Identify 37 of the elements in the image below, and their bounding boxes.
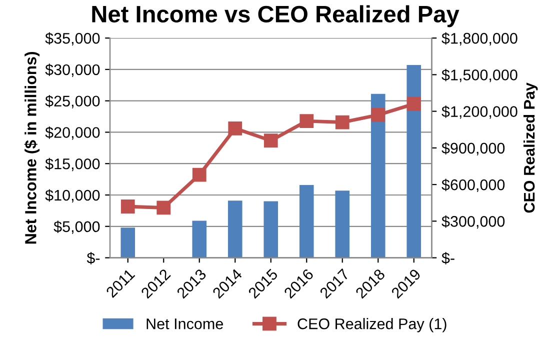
- y2-tick-label: $300,000: [442, 215, 505, 229]
- y2-axis-title: CEO Realized Pay: [523, 82, 538, 213]
- point: [228, 121, 242, 136]
- y-tick-label: $5,000: [54, 220, 100, 234]
- bar: [406, 65, 422, 258]
- y2-tick-label: $-: [442, 252, 454, 264]
- point: [300, 114, 314, 128]
- point: [120, 200, 135, 214]
- point: [156, 200, 171, 215]
- bar: [120, 228, 136, 258]
- legend-label: CEO Realized Pay (1): [298, 318, 446, 332]
- legend-label: Net Income: [146, 318, 223, 330]
- y2-tick-label: $1,800,000: [442, 32, 518, 46]
- y-tick-label: $15,000: [45, 158, 100, 172]
- point: [264, 134, 278, 148]
- bar: [192, 220, 207, 258]
- point: [192, 168, 206, 182]
- bar: [299, 184, 314, 258]
- y-tick-label: $20,000: [45, 126, 100, 140]
- y-tick-label: $-: [86, 252, 100, 264]
- y2-tick-label: $1,200,000: [442, 106, 518, 119]
- bar: [264, 201, 278, 258]
- y2-tick-label: $1,500,000: [442, 68, 518, 82]
- y-tick-label: $25,000: [45, 95, 100, 108]
- bar: [228, 200, 242, 258]
- y2-tick-label: $600,000: [442, 178, 505, 192]
- point: [371, 108, 386, 122]
- y-axis-title: Net Income ($ in millions): [24, 52, 40, 244]
- y-tick-label: $10,000: [45, 189, 100, 202]
- bar: [370, 94, 386, 258]
- point: [406, 97, 421, 111]
- point: [335, 115, 350, 130]
- y-tick-label: $35,000: [45, 32, 100, 46]
- chart-title: Net Income vs CEO Realized Pay: [92, 5, 460, 28]
- y2-tick-label: $900,000: [442, 142, 505, 156]
- bar: [335, 190, 350, 258]
- y-tick-label: $30,000: [45, 64, 100, 77]
